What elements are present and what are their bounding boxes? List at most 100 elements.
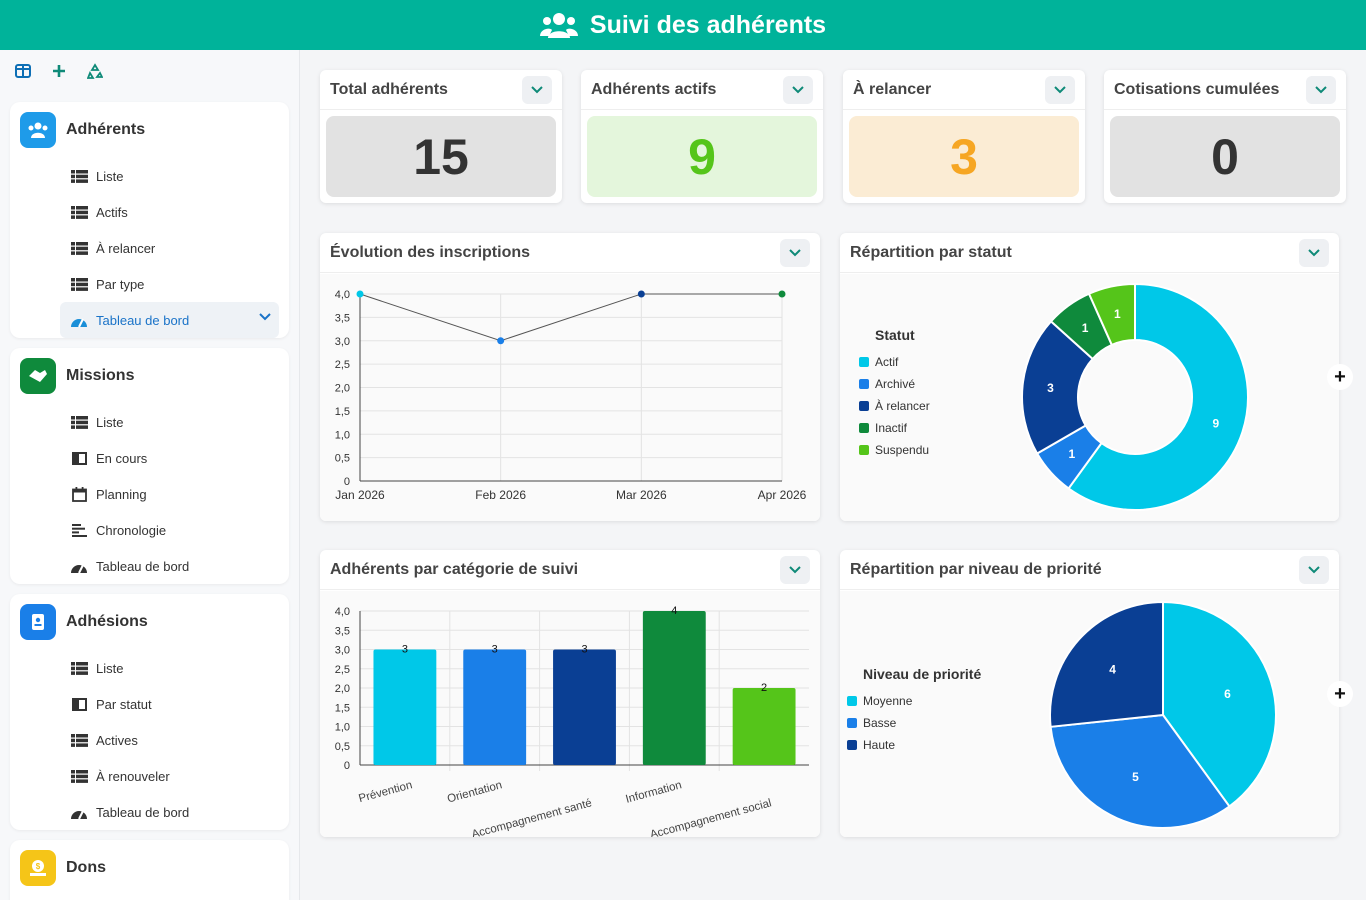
calendar-icon: [70, 486, 88, 502]
columns-icon[interactable]: [10, 60, 36, 82]
chevron-down-icon[interactable]: [783, 75, 813, 104]
sidebar-item-label: À renouveler: [96, 768, 170, 784]
dashboard-icon: [70, 313, 88, 327]
legend-swatch: [859, 445, 869, 455]
status-chart-card: Répartition par statut 9 1 3 1 1 Statut Actif A…: [840, 233, 1339, 521]
dashboard-icon: [70, 805, 88, 819]
sidebar-item-tableau-de-bord[interactable]: Tableau de bord: [10, 794, 289, 830]
slice-label: 6: [1224, 687, 1231, 701]
y-tick-label: 2,5: [335, 359, 350, 371]
sidebar-item-a-renouveler[interactable]: À renouveler: [10, 758, 289, 794]
sidebar-item-liste[interactable]: Liste: [10, 404, 289, 440]
sidebar-item-label: À relancer: [96, 240, 156, 256]
y-tick-label: 1,0: [335, 429, 350, 441]
sidebar-item-chronologie[interactable]: Chronologie: [10, 512, 289, 548]
data-point: [356, 290, 364, 298]
list-icon: [70, 241, 88, 255]
chevron-down-icon[interactable]: [780, 555, 810, 584]
data-point: [637, 290, 645, 298]
sidebar-item-label: Actifs: [96, 204, 128, 220]
legend-title: Statut: [875, 327, 915, 343]
y-tick-label: 0: [344, 760, 350, 772]
sidebar-item-label: Planning: [96, 486, 147, 502]
legend-label: Moyenne: [863, 694, 913, 708]
nav-section-title: Missions: [66, 367, 135, 384]
kpi-title: Cotisations cumulées: [1114, 80, 1280, 98]
legend-label: Inactif: [875, 421, 908, 435]
nav-section-header[interactable]: $ Dons: [10, 840, 289, 896]
kpi-title: Adhérents actifs: [591, 80, 717, 98]
plus-icon[interactable]: [46, 60, 72, 82]
sidebar-item-tableau-de-bord[interactable]: Tableau de bord: [10, 548, 289, 584]
legend-swatch: [847, 740, 857, 750]
slice-label: 1: [1068, 447, 1075, 461]
nav-section-header[interactable]: Missions: [10, 348, 289, 404]
nav-section-adhesions: Adhésions Liste Par statut Actives À ren…: [10, 594, 289, 830]
recycle-icon[interactable]: [82, 60, 108, 82]
list-icon: [70, 277, 88, 291]
board-icon: [70, 697, 88, 711]
list-icon: [70, 169, 88, 183]
chevron-down-icon[interactable]: [1299, 238, 1329, 267]
nav-section-header[interactable]: Adhésions: [10, 594, 289, 650]
bar-value-label: 3: [581, 644, 587, 656]
sidebar: Adhérents Liste Actifs À relancer Par ty…: [0, 50, 300, 900]
sidebar-item-label: Chronologie: [96, 522, 167, 538]
sidebar-item-a-relancer[interactable]: À relancer: [10, 230, 289, 266]
chevron-down-icon[interactable]: [1045, 75, 1075, 104]
y-tick-label: 0,5: [335, 741, 350, 753]
chevron-down-icon[interactable]: [780, 238, 810, 267]
bar-chart: 0 0,5 1,0 1,5 2,0 2,5 3,0 3,5 4,0 3 3 3 4 2 Prévention…: [335, 605, 809, 837]
sidebar-item-planning[interactable]: Planning: [10, 476, 289, 512]
sidebar-item-par-statut[interactable]: Par statut: [10, 686, 289, 722]
id-card-icon: [20, 604, 56, 640]
nav-section-dons: $ Dons: [10, 840, 289, 900]
chevron-down-icon[interactable]: [522, 75, 552, 104]
bar-value-label: 2: [761, 682, 767, 694]
slice-label: 3: [1047, 381, 1054, 395]
y-tick-label: 3,5: [335, 312, 350, 324]
sidebar-item-par-type[interactable]: Par type: [10, 266, 289, 302]
sidebar-item-liste[interactable]: Liste: [10, 650, 289, 686]
app-header: Suivi des adhérents: [0, 0, 1366, 50]
board-icon: [70, 451, 88, 465]
bar-value-label: 3: [402, 644, 408, 656]
line-chart: 0 0,5 1,0 1,5 2,0 2,5 3,0 3,5 4,0 Jan 2026 Feb 202…: [335, 289, 807, 502]
y-tick-label: 1,5: [335, 406, 350, 418]
kpi-value: 3: [849, 116, 1079, 197]
y-tick-label: 0,5: [335, 453, 350, 465]
x-tick-label: Mar 2026: [616, 488, 667, 502]
series-line: [359, 293, 782, 342]
nav-section-header[interactable]: Adhérents: [10, 102, 289, 158]
users-icon: [539, 13, 578, 38]
slice: [1162, 600, 1277, 808]
chart-title: Adhérents par catégorie de suivi: [330, 560, 579, 578]
list-icon: [70, 205, 88, 219]
slice: [1049, 713, 1231, 829]
users-icon: [20, 112, 56, 148]
priority-chart-card: Répartition par niveau de priorité 6 5 4 Ni…: [840, 550, 1339, 837]
kpi-title: Total adhérents: [330, 80, 448, 98]
slice-label: 9: [1212, 416, 1219, 430]
nav-section-missions: Missions Liste En cours Planning Chronol…: [10, 348, 289, 584]
chevron-down-icon[interactable]: [1299, 555, 1329, 584]
sidebar-item-label: Actives: [96, 732, 138, 748]
sidebar-item-actives[interactable]: Actives: [10, 722, 289, 758]
chevron-down-icon[interactable]: [1306, 75, 1336, 104]
svg-text:$: $: [36, 862, 41, 871]
sidebar-item-label: Tableau de bord: [96, 312, 190, 328]
add-button[interactable]: +: [1327, 681, 1353, 707]
chevron-down-icon[interactable]: [259, 313, 271, 321]
x-tick-label: Apr 2026: [758, 488, 807, 502]
bar-value-label: 3: [492, 644, 498, 656]
y-tick-label: 3,0: [335, 645, 350, 657]
sidebar-item-tableau-de-bord[interactable]: Tableau de bord: [60, 302, 279, 338]
sidebar-item-actifs[interactable]: Actifs: [10, 194, 289, 230]
slice-label: 1: [1082, 321, 1089, 335]
sidebar-item-label: Liste: [96, 414, 124, 430]
add-button[interactable]: +: [1327, 364, 1353, 390]
sidebar-item-liste[interactable]: Liste: [10, 158, 289, 194]
sidebar-item-en-cours[interactable]: En cours: [10, 440, 289, 476]
nav-section-adherents: Adhérents Liste Actifs À relancer Par ty…: [10, 102, 289, 338]
slice-label: 5: [1132, 770, 1139, 784]
